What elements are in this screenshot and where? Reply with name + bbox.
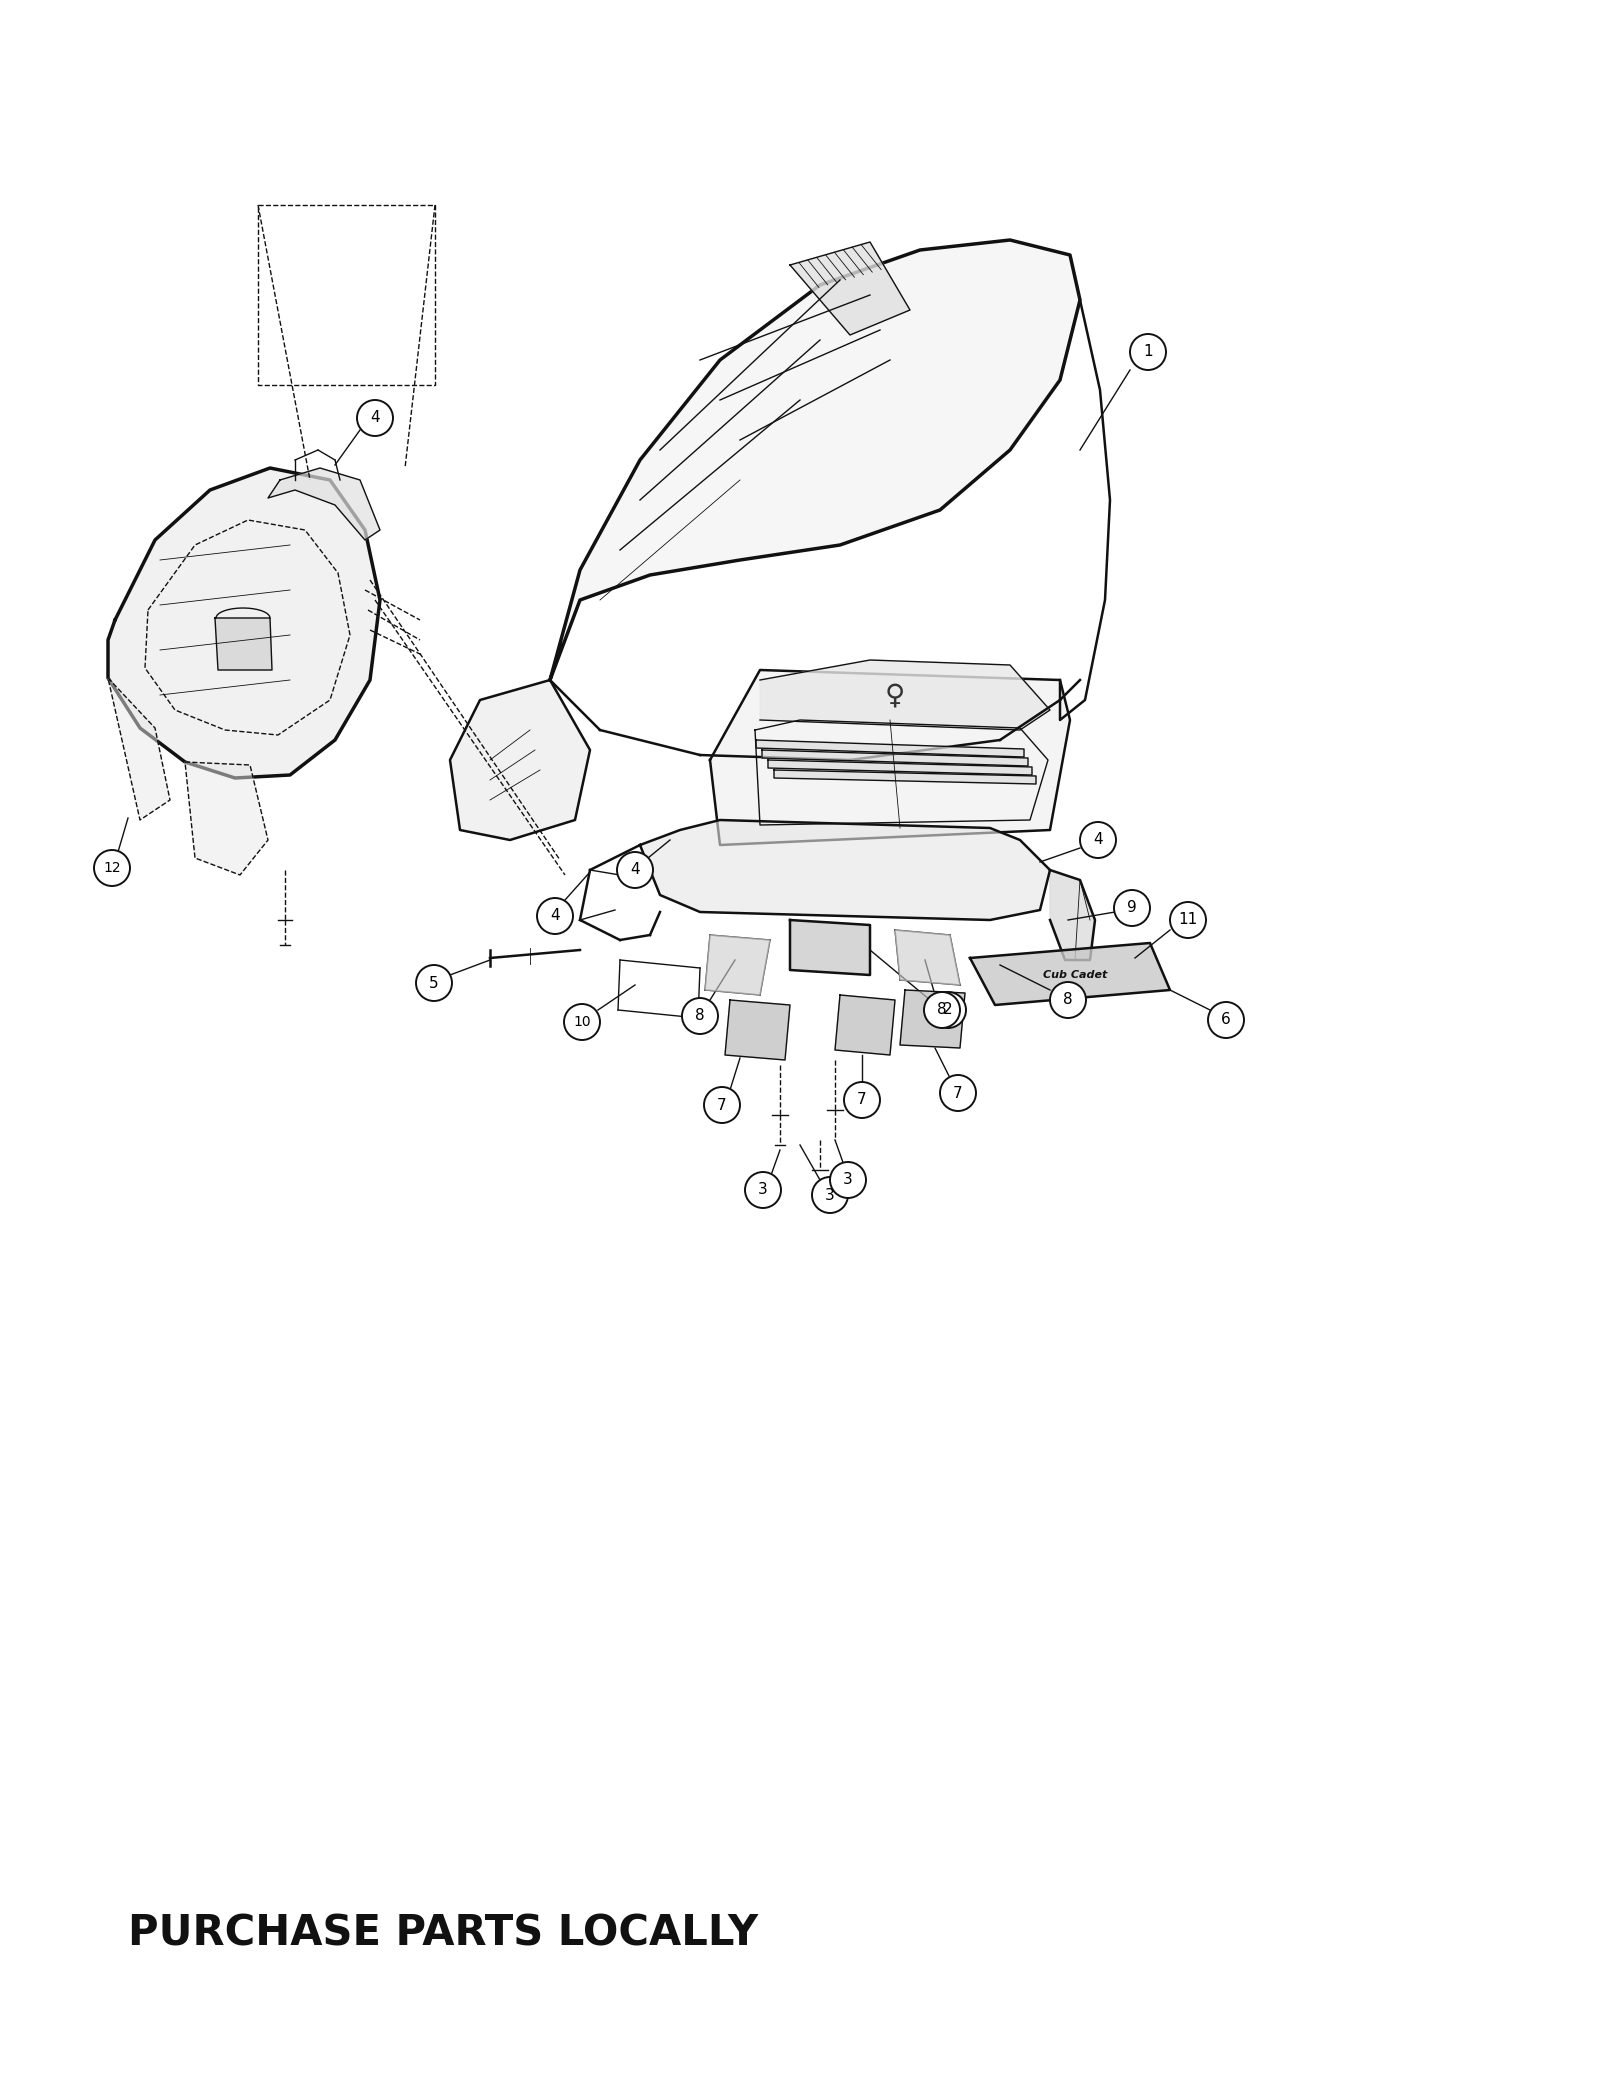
Text: 8: 8 <box>694 1008 706 1023</box>
Polygon shape <box>757 741 1024 757</box>
Polygon shape <box>450 681 590 840</box>
Polygon shape <box>269 469 381 540</box>
Text: 12: 12 <box>102 861 122 876</box>
Circle shape <box>704 1087 739 1123</box>
Text: PURCHASE PARTS LOCALLY: PURCHASE PARTS LOCALLY <box>128 1913 758 1955</box>
Circle shape <box>746 1172 781 1208</box>
Polygon shape <box>835 996 894 1054</box>
Text: 4: 4 <box>370 411 379 425</box>
Polygon shape <box>640 820 1050 919</box>
Text: 4: 4 <box>1093 832 1102 847</box>
Text: 3: 3 <box>758 1183 768 1197</box>
Circle shape <box>925 992 960 1027</box>
Polygon shape <box>790 243 910 334</box>
Text: 7: 7 <box>954 1085 963 1100</box>
Polygon shape <box>790 919 870 975</box>
Polygon shape <box>894 930 960 986</box>
Circle shape <box>1114 890 1150 925</box>
Circle shape <box>618 853 653 888</box>
Text: 10: 10 <box>573 1015 590 1029</box>
Circle shape <box>1170 903 1206 938</box>
Polygon shape <box>706 936 770 996</box>
Text: 1: 1 <box>1142 344 1154 359</box>
Polygon shape <box>725 1000 790 1060</box>
Text: 7: 7 <box>717 1098 726 1112</box>
Text: 9: 9 <box>1126 901 1138 915</box>
Polygon shape <box>550 241 1080 681</box>
Text: 4: 4 <box>630 863 640 878</box>
Polygon shape <box>109 679 170 820</box>
Text: 4: 4 <box>550 909 560 923</box>
Text: 7: 7 <box>858 1094 867 1108</box>
Text: 3: 3 <box>826 1187 835 1203</box>
Circle shape <box>1050 981 1086 1019</box>
Circle shape <box>813 1177 848 1214</box>
Text: 8: 8 <box>938 1002 947 1017</box>
Polygon shape <box>186 762 269 876</box>
Polygon shape <box>970 942 1170 1004</box>
Circle shape <box>1130 334 1166 369</box>
Circle shape <box>538 898 573 934</box>
Circle shape <box>830 1162 866 1197</box>
Text: 3: 3 <box>843 1172 853 1187</box>
Polygon shape <box>710 670 1070 845</box>
Text: 5: 5 <box>429 975 438 990</box>
Circle shape <box>563 1004 600 1040</box>
Polygon shape <box>762 749 1027 766</box>
Circle shape <box>416 965 453 1000</box>
Circle shape <box>930 992 966 1027</box>
Polygon shape <box>774 770 1037 784</box>
Text: Cub Cadet: Cub Cadet <box>1043 969 1107 979</box>
Circle shape <box>1208 1002 1245 1038</box>
Circle shape <box>357 400 394 436</box>
Text: 6: 6 <box>1221 1013 1230 1027</box>
Polygon shape <box>1050 869 1094 961</box>
Polygon shape <box>768 759 1032 774</box>
Circle shape <box>941 1075 976 1110</box>
Polygon shape <box>109 469 381 778</box>
Text: ♀: ♀ <box>885 681 906 710</box>
Polygon shape <box>760 660 1050 730</box>
Polygon shape <box>899 990 965 1048</box>
Circle shape <box>845 1081 880 1118</box>
Circle shape <box>682 998 718 1033</box>
Text: 2: 2 <box>942 1002 954 1017</box>
Circle shape <box>1080 822 1117 857</box>
Text: 11: 11 <box>1178 913 1198 928</box>
Circle shape <box>94 851 130 886</box>
Polygon shape <box>214 618 272 670</box>
Text: 8: 8 <box>1062 992 1074 1008</box>
